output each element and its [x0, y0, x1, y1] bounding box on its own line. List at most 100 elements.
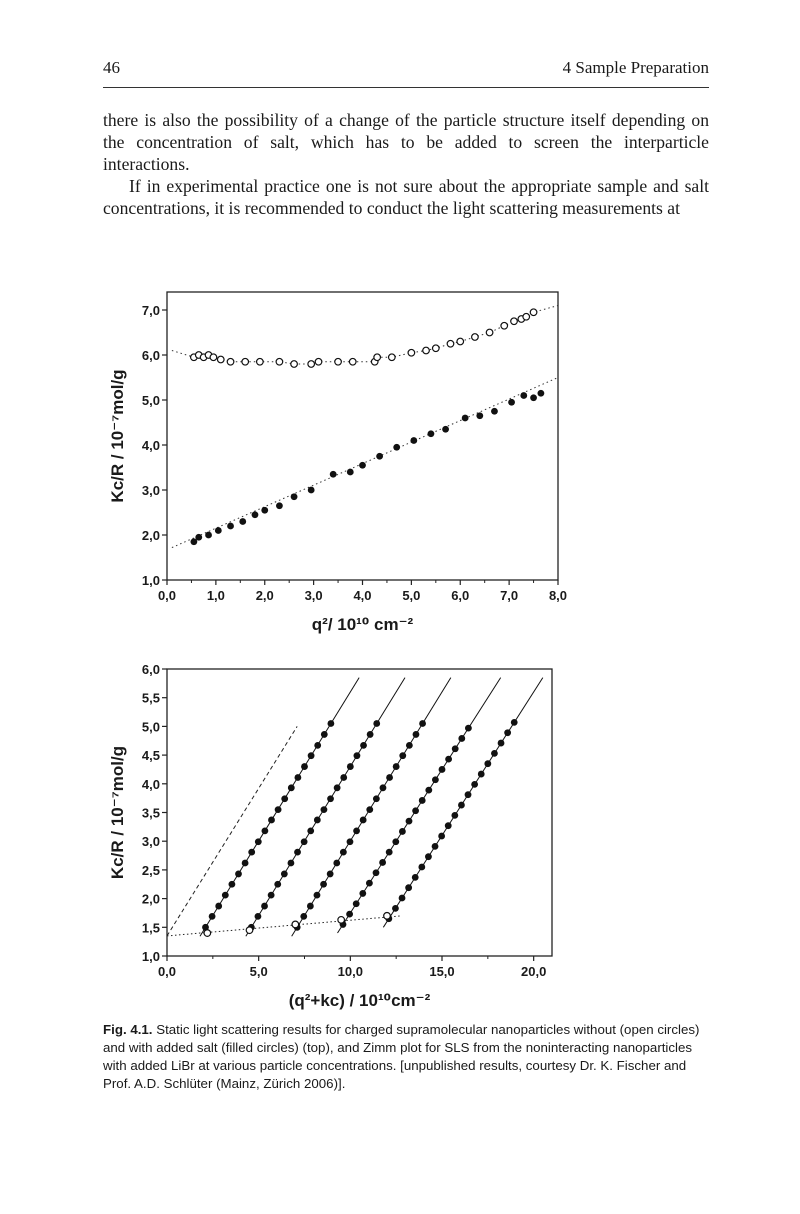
filled-circle-point	[464, 791, 472, 799]
x-tick-label: 7,0	[500, 588, 518, 603]
filled-circle-point	[451, 811, 459, 819]
filled-circle-point	[300, 912, 308, 920]
filled-circle-point	[261, 506, 269, 514]
filled-circle-point	[477, 770, 485, 778]
filled-circle-point	[227, 522, 234, 530]
filled-circle-point	[287, 859, 295, 867]
filled-circle-point	[537, 389, 545, 397]
filled-circle-point	[508, 398, 515, 406]
filled-circle-point	[530, 394, 537, 402]
y-axis-title: Kc/R / 10⁻⁷mol/g	[108, 746, 127, 879]
filled-circle-point	[326, 870, 334, 878]
filled-circle-point	[379, 784, 387, 792]
open-circle-point	[373, 353, 382, 362]
filled-circle-point	[254, 912, 262, 920]
filled-circle-point	[254, 838, 262, 846]
open-circle-point	[255, 357, 264, 366]
figure-caption: Fig. 4.1. Static light scattering result…	[103, 1021, 713, 1093]
filled-circle-point	[399, 752, 407, 760]
extrapolation-c0-line	[166, 726, 298, 937]
filled-circle-point	[476, 412, 484, 420]
filled-circle-point	[418, 863, 426, 871]
filled-circle-point	[359, 461, 366, 469]
open-circle-point	[431, 344, 440, 353]
filled-circle-point	[281, 795, 289, 803]
filled-circle-point	[504, 729, 512, 737]
x-tick-label: 20,0	[521, 964, 546, 979]
filled-circle-point	[202, 923, 209, 931]
x-axis-title: (q²+kc) / 10¹⁰cm⁻²	[289, 991, 431, 1010]
open-circle-point	[226, 357, 235, 366]
filled-circle-point	[491, 407, 498, 415]
open-circle-point	[500, 321, 509, 330]
x-tick-label: 5,0	[250, 964, 268, 979]
filled-circle-point	[366, 806, 374, 814]
filled-circle-point	[405, 741, 413, 749]
filled-circle-point	[392, 763, 400, 770]
filled-circle-point	[195, 533, 203, 541]
filled-circle-point	[248, 848, 256, 856]
filled-circle-point	[510, 718, 518, 726]
header-rule	[103, 87, 709, 88]
filled-circle-point	[432, 776, 439, 784]
filled-circle-point	[314, 741, 322, 749]
filled-circle-point	[372, 795, 380, 803]
filled-circle-point	[366, 731, 374, 738]
filled-circle-point	[215, 902, 223, 910]
filled-circle-point	[385, 848, 393, 856]
open-circle-point	[485, 328, 494, 337]
filled-circle-point	[497, 739, 505, 747]
filled-circle-point	[399, 828, 406, 835]
filled-circle-point	[235, 870, 242, 878]
filled-circle-point	[214, 527, 222, 534]
open-circle-point	[337, 915, 346, 924]
filled-circle-point	[294, 774, 302, 781]
fit-line-concentration	[337, 677, 502, 934]
filled-circle-point	[353, 827, 360, 835]
filled-circle-point	[301, 763, 308, 770]
open-circle-point	[383, 911, 391, 920]
open-circle-point	[510, 317, 518, 326]
filled-circle-point	[419, 720, 426, 727]
filled-circle-point	[294, 848, 301, 856]
filled-circle-point	[410, 437, 418, 444]
filled-circle-point	[373, 720, 381, 727]
open-circle-point	[407, 348, 416, 357]
filled-circle-point	[444, 822, 452, 830]
filled-circle-point	[376, 452, 384, 460]
filled-circle-point	[427, 430, 435, 438]
filled-circle-point	[300, 838, 308, 846]
fit-line-filled	[171, 377, 559, 549]
open-circle-point	[471, 333, 479, 341]
open-circle-point	[348, 357, 357, 366]
filled-circle-point	[320, 806, 328, 814]
filled-circle-point	[471, 780, 479, 788]
x-tick-label: 2,0	[256, 588, 274, 603]
filled-circle-point	[458, 801, 465, 809]
filled-circle-point	[405, 884, 413, 892]
open-circle-point	[203, 929, 212, 937]
y-tick-label: 1,0	[142, 949, 160, 964]
filled-circle-point	[425, 853, 432, 861]
open-circle-point	[241, 357, 250, 366]
filled-circle-point	[398, 894, 406, 902]
open-circle-point	[456, 337, 465, 346]
open-circle-point	[291, 920, 300, 929]
filled-circle-point	[366, 879, 373, 887]
filled-circle-point	[346, 838, 354, 846]
filled-circle-point	[359, 890, 367, 897]
filled-circle-point	[190, 538, 198, 546]
filled-circle-point	[359, 816, 367, 824]
filled-circle-point	[352, 900, 360, 908]
x-tick-label: 15,0	[429, 964, 454, 979]
y-tick-label: 2,0	[142, 528, 160, 543]
filled-circle-point	[340, 774, 348, 781]
chart-top: 0,0 1,0 2,0 3,0 4,0 5,0 6,0 7,0 8,01,02,03,04,05…	[108, 291, 567, 634]
y-tick-label: 6,0	[142, 348, 160, 363]
y-tick-label: 3,0	[142, 834, 160, 849]
filled-circle-point	[465, 724, 472, 732]
filled-circle-point	[445, 755, 452, 763]
filled-circle-point	[261, 827, 269, 835]
plot-frame	[166, 668, 553, 957]
filled-circle-point	[393, 443, 401, 451]
